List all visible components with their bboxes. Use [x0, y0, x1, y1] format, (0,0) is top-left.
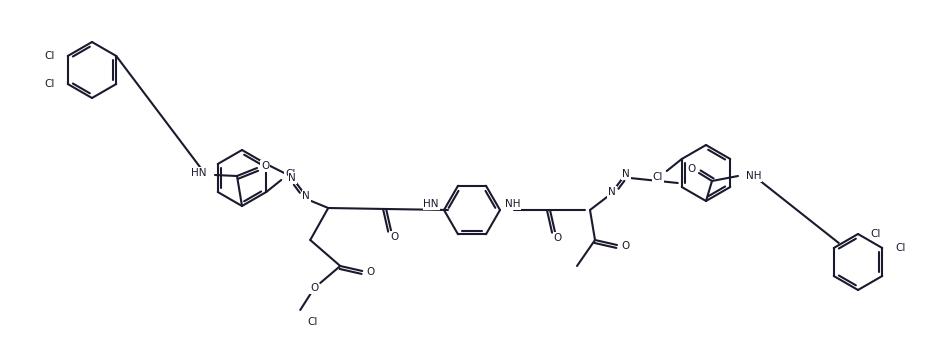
Text: O: O: [366, 267, 375, 277]
Text: O: O: [311, 283, 318, 293]
Text: O: O: [261, 161, 269, 171]
Text: O: O: [688, 164, 696, 174]
Text: Cl: Cl: [307, 317, 317, 327]
Text: Cl: Cl: [895, 243, 905, 253]
Text: N: N: [608, 187, 615, 197]
Text: NH: NH: [505, 199, 520, 209]
Text: N: N: [302, 191, 311, 201]
Text: Cl: Cl: [44, 51, 55, 61]
Text: Cl: Cl: [285, 169, 295, 179]
Text: O: O: [390, 232, 398, 242]
Text: Cl: Cl: [44, 79, 55, 89]
Text: Cl: Cl: [870, 229, 881, 239]
Text: O: O: [554, 233, 562, 243]
Text: O: O: [621, 241, 629, 251]
Text: HN: HN: [424, 199, 439, 209]
Text: N: N: [288, 173, 296, 183]
Text: NH: NH: [746, 171, 762, 181]
Text: N: N: [622, 169, 630, 179]
Text: Cl: Cl: [652, 172, 663, 182]
Text: HN: HN: [192, 168, 207, 178]
